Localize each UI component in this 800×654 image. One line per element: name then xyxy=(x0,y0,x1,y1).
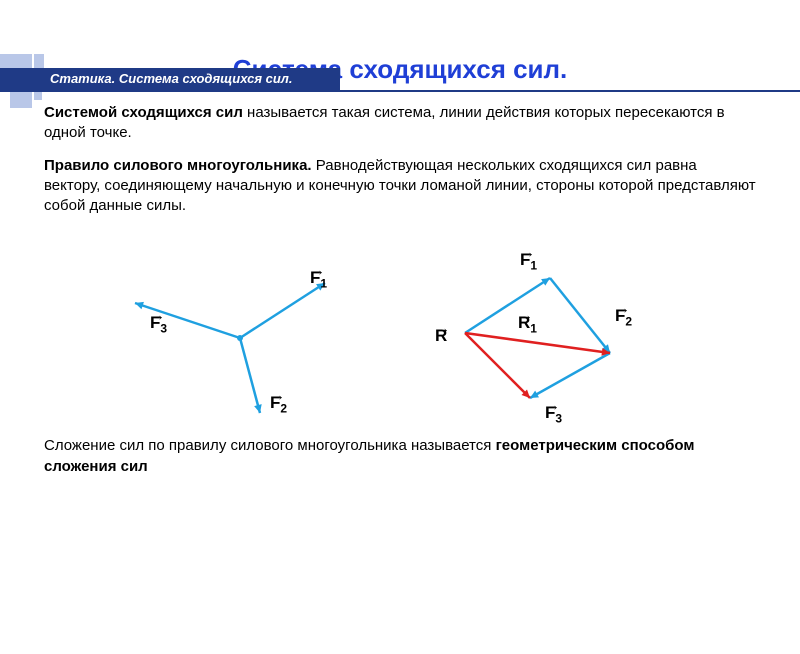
vector-label-f3: →F3 xyxy=(545,403,562,425)
vector-label-f3: →F3 xyxy=(150,313,167,335)
deco-square xyxy=(34,54,44,68)
vector-label-f2: →F2 xyxy=(270,393,287,415)
force-diagram-svg xyxy=(40,228,760,428)
vector-label-r: →R xyxy=(435,326,447,346)
deco-square xyxy=(10,92,32,108)
content-body: Системой сходящихся сил называется такая… xyxy=(0,85,800,216)
vector-label-f1: →F1 xyxy=(310,268,327,290)
vector-label-f2: →F2 xyxy=(615,306,632,328)
deco-square xyxy=(0,54,32,68)
definition-paragraph: Системой сходящихся сил называется такая… xyxy=(44,103,756,144)
rule-paragraph: Правило силового многоугольника. Равноде… xyxy=(44,156,756,217)
definition-term: Системой сходящихся сил xyxy=(44,104,243,121)
force-diagram: →F1 →F2 →F3 →F1 →F2 →F3 →R →R1 xyxy=(40,228,760,428)
footer-paragraph: Сложение сил по правилу силового многоуг… xyxy=(0,436,800,477)
vector-label-r1: →R1 xyxy=(518,313,537,335)
header-underline xyxy=(0,90,800,92)
vector-label-f1: →F1 xyxy=(520,250,537,272)
rule-term: Правило силового многоугольника. xyxy=(44,157,312,174)
deco-square xyxy=(34,92,42,100)
breadcrumb: Статика. Система сходящихся сил. xyxy=(0,68,340,90)
footer-text: Сложение сил по правилу силового многоуг… xyxy=(44,437,496,454)
